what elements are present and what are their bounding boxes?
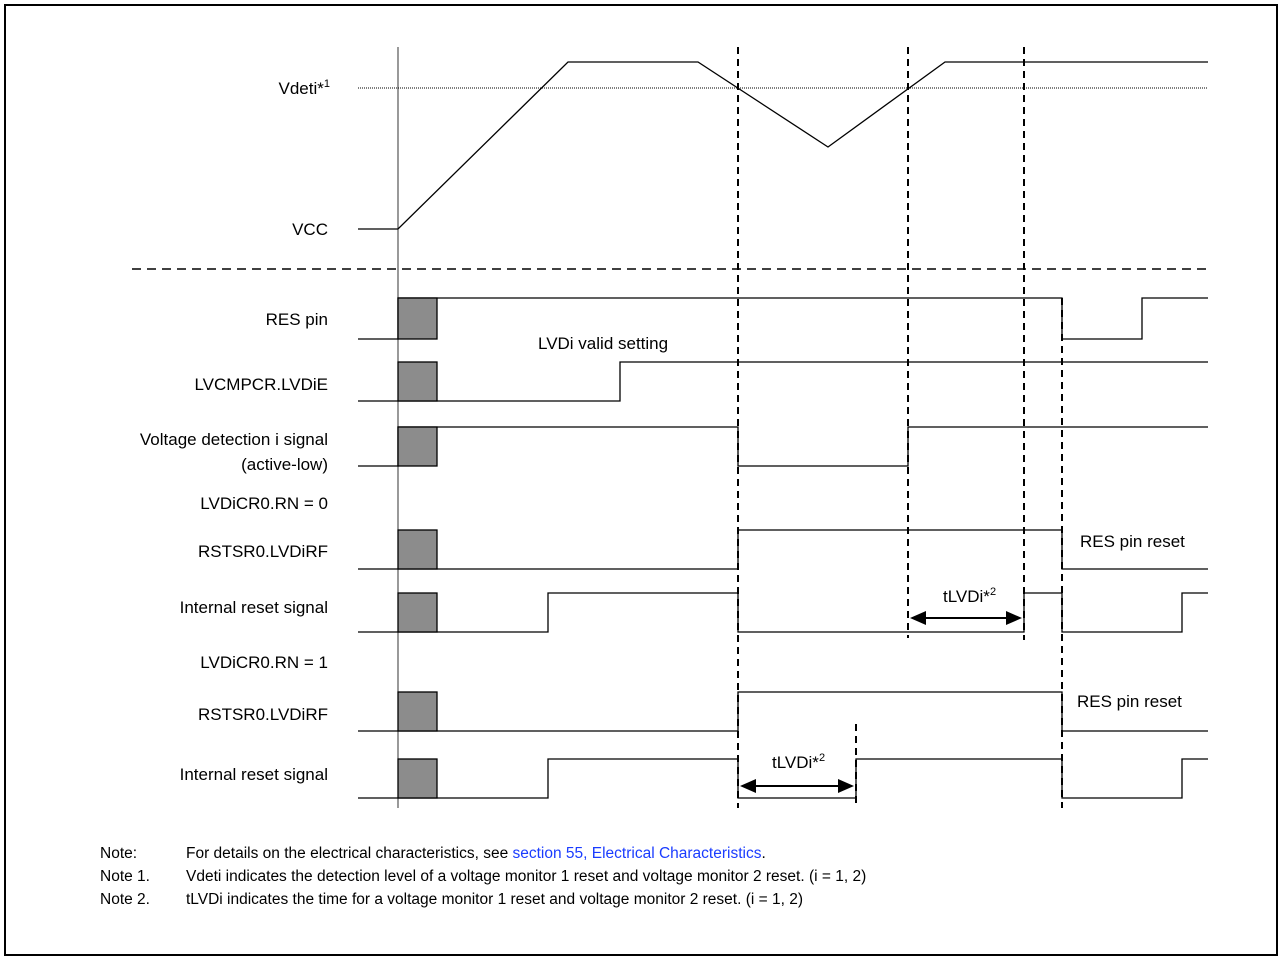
label-res-pin-reset-rn1: RES pin reset <box>1077 692 1182 711</box>
vcc-waveform <box>358 61 1208 230</box>
label-tlvdi-rn0: tLVDi*2 <box>943 586 996 606</box>
rstsr-rn0-undefined-box <box>397 529 438 570</box>
label-res-pin-reset-rn0: RES pin reset <box>1080 532 1185 551</box>
note-1-label: Note 1. <box>100 868 150 885</box>
rstsr-rn1-waveform <box>358 691 1208 732</box>
label-voltage-detection-2: (active-low) <box>241 455 328 474</box>
label-rn0: LVDiCR0.RN = 0 <box>200 494 328 513</box>
voltage-detection-undefined-box <box>397 426 438 467</box>
internal-reset-rn0-undefined-box <box>397 592 438 633</box>
label-rstsr-rn1: RSTSR0.LVDiRF <box>198 705 328 724</box>
label-lvdi-valid-setting: LVDi valid setting <box>538 334 668 353</box>
diagram-border <box>4 4 1278 956</box>
rstsr-rn0-waveform <box>358 529 1208 570</box>
rstsr-rn1-undefined-box <box>397 691 438 732</box>
label-vdeti: Vdeti*1 <box>279 78 331 98</box>
note-0-label: Note: <box>100 845 137 862</box>
tlvdi-arrow-a <box>910 611 1022 625</box>
res-pin-undefined-box <box>397 297 438 340</box>
label-tlvdi-rn1: tLVDi*2 <box>772 752 825 772</box>
lvcmpcr-waveform <box>358 361 1208 402</box>
res-pin-waveform <box>358 297 1208 340</box>
note-0-text: For details on the electrical characteri… <box>186 845 766 862</box>
note-1-text: Vdeti indicates the detection level of a… <box>186 868 866 885</box>
label-res-pin: RES pin <box>266 310 328 329</box>
label-lvcmpcr: LVCMPCR.LVDiE <box>194 375 328 394</box>
tlvdi-arrow-b <box>740 779 854 793</box>
note-2-label: Note 2. <box>100 891 150 908</box>
electrical-characteristics-link[interactable]: section 55, Electrical Characteristics <box>513 845 762 862</box>
voltage-detection-waveform <box>358 426 1208 467</box>
label-rstsr-rn0: RSTSR0.LVDiRF <box>198 542 328 561</box>
label-internal-reset-rn0: Internal reset signal <box>180 598 328 617</box>
note-2-text: tLVDi indicates the time for a voltage m… <box>186 891 803 908</box>
internal-reset-rn1-undefined-box <box>397 758 438 799</box>
label-internal-reset-rn1: Internal reset signal <box>180 765 328 784</box>
label-vcc: VCC <box>292 220 328 239</box>
label-rn1: LVDiCR0.RN = 1 <box>200 653 328 672</box>
label-voltage-detection-1: Voltage detection i signal <box>140 430 328 449</box>
internal-reset-rn0-waveform <box>358 592 1208 633</box>
lvcmpcr-undefined-box <box>397 361 438 402</box>
